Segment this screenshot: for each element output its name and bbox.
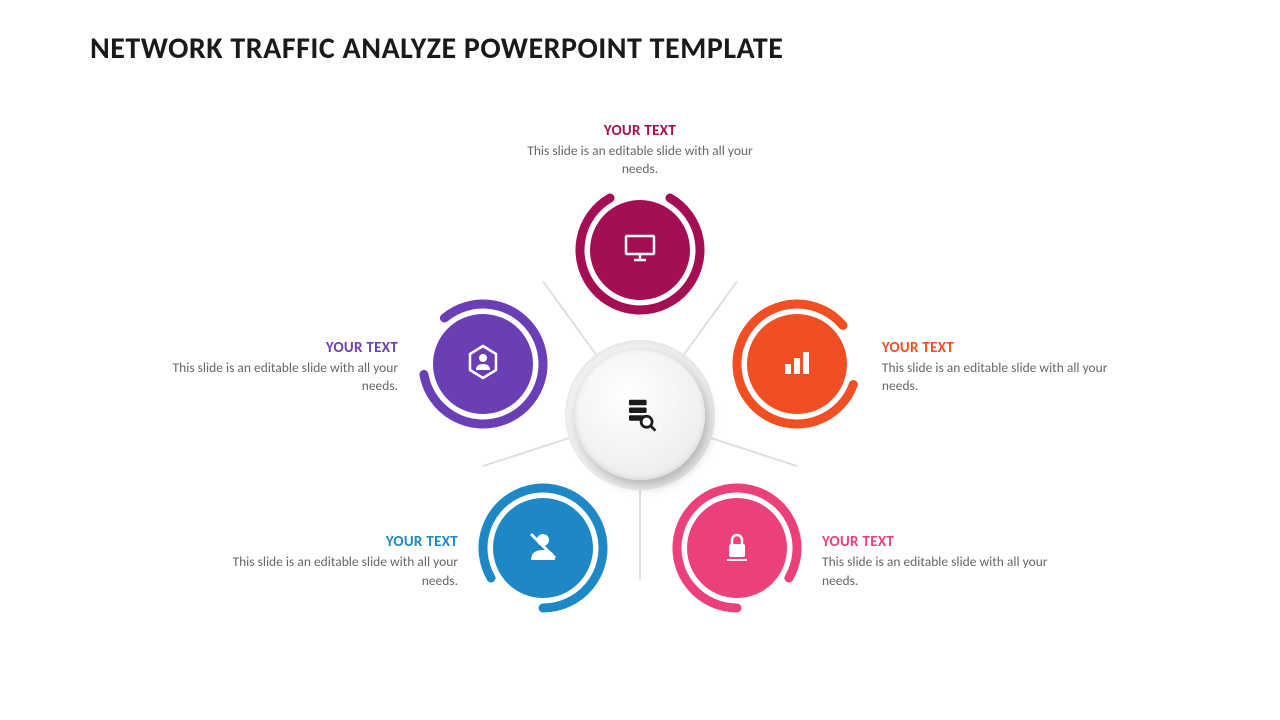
node-label-body: This slide is an editable slide with all… xyxy=(520,142,760,178)
node-label-title: YOUR TEXT xyxy=(158,339,398,357)
node-circle xyxy=(687,498,787,598)
diagram-node xyxy=(493,498,593,598)
node-label-body: This slide is an editable slide with all… xyxy=(218,553,458,589)
node-circle xyxy=(433,314,533,414)
node-circle xyxy=(493,498,593,598)
monitor-icon xyxy=(620,228,660,273)
diagram-node xyxy=(590,200,690,300)
node-label-title: YOUR TEXT xyxy=(882,339,1122,357)
hex-user-icon xyxy=(463,342,503,387)
lock-icon xyxy=(717,526,757,571)
node-label-body: This slide is an editable slide with all… xyxy=(158,359,398,395)
node-label: YOUR TEXT This slide is an editable slide… xyxy=(882,339,1122,395)
node-label-title: YOUR TEXT xyxy=(822,533,1062,551)
node-label-title: YOUR TEXT xyxy=(520,122,760,140)
node-label: YOUR TEXT This slide is an editable slide… xyxy=(520,122,760,178)
node-label-body: This slide is an editable slide with all… xyxy=(822,553,1062,589)
diagram-node xyxy=(433,314,533,414)
node-label: YOUR TEXT This slide is an editable slide… xyxy=(822,533,1062,589)
node-label-title: YOUR TEXT xyxy=(218,533,458,551)
diagram-node xyxy=(747,314,847,414)
slide-title: NETWORK TRAFFIC ANALYZE POWERPOINT TEMPL… xyxy=(90,30,783,67)
bars-icon xyxy=(777,342,817,387)
center-node xyxy=(575,350,705,480)
node-label-body: This slide is an editable slide with all… xyxy=(882,359,1122,395)
node-circle xyxy=(590,200,690,300)
database-search-icon xyxy=(618,391,662,440)
node-label: YOUR TEXT This slide is an editable slide… xyxy=(218,533,458,589)
node-label: YOUR TEXT This slide is an editable slide… xyxy=(158,339,398,395)
user-slash-icon xyxy=(523,526,563,571)
radial-diagram: YOUR TEXT This slide is an editable slide… xyxy=(0,95,1280,715)
diagram-node xyxy=(687,498,787,598)
node-circle xyxy=(747,314,847,414)
